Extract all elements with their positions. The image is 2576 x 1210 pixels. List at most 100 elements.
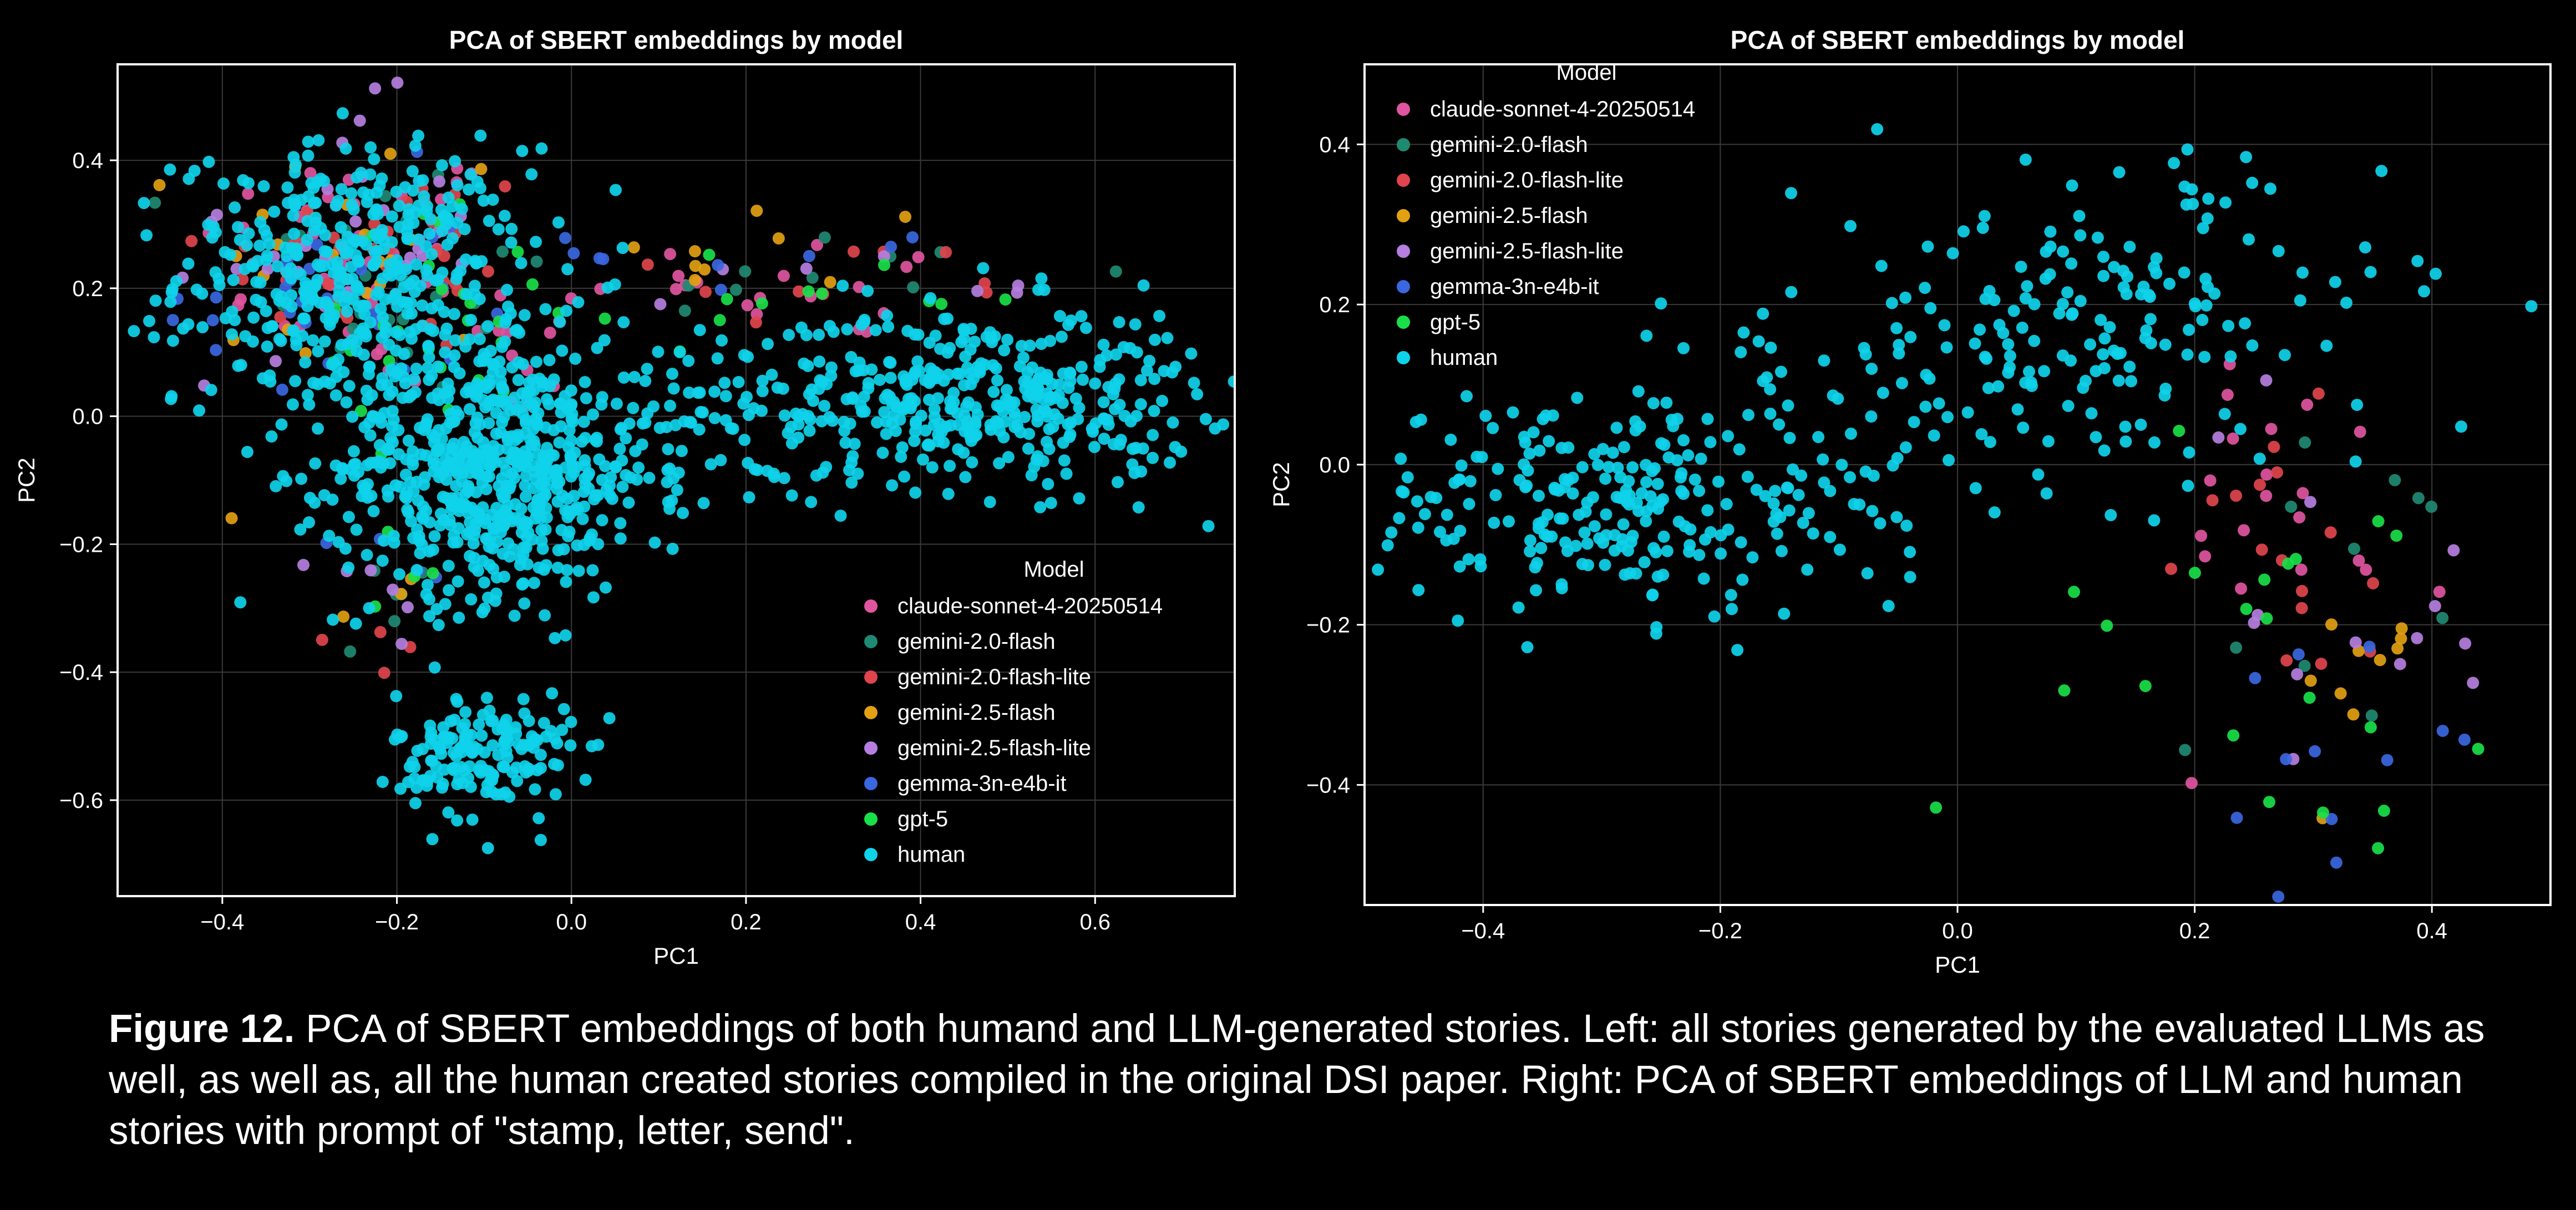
data-point — [531, 764, 544, 776]
data-point — [2144, 313, 2157, 326]
data-point — [376, 776, 389, 788]
data-point — [1017, 352, 1030, 364]
data-point — [783, 329, 795, 341]
data-point — [428, 530, 441, 543]
data-point — [2372, 842, 2385, 855]
data-point — [473, 453, 485, 465]
data-point — [518, 597, 531, 610]
data-point — [2268, 440, 2280, 453]
data-point — [410, 362, 423, 375]
data-point — [971, 284, 983, 297]
data-point — [2112, 374, 2125, 387]
data-point — [2097, 348, 2110, 360]
data-point — [552, 216, 565, 229]
data-point — [610, 461, 622, 474]
data-point — [666, 494, 678, 507]
data-point — [1623, 498, 1635, 511]
data-point — [1651, 477, 1664, 490]
data-point — [2158, 389, 2171, 402]
data-point — [299, 347, 312, 359]
data-point — [478, 576, 490, 589]
data-point — [552, 544, 565, 557]
legend-label-gemini-2.5-flash-lite: gemini-2.5-flash-lite — [897, 736, 1091, 760]
series-gemini-2.5-flash — [2304, 618, 2408, 825]
data-point — [289, 375, 302, 388]
data-point — [561, 564, 574, 576]
data-point — [443, 584, 455, 597]
data-point — [743, 491, 755, 504]
data-point — [693, 386, 706, 399]
data-point — [673, 345, 686, 358]
data-point — [1640, 515, 1652, 527]
data-point — [1228, 375, 1235, 388]
data-point — [321, 246, 333, 258]
data-point — [876, 446, 889, 459]
data-point — [390, 344, 402, 357]
data-point — [2163, 277, 2176, 290]
data-point — [535, 523, 548, 536]
data-point — [2224, 350, 2237, 363]
data-point — [1562, 441, 1575, 454]
data-point — [388, 536, 400, 549]
data-point — [432, 360, 444, 373]
data-point — [1372, 563, 1385, 576]
data-point — [407, 458, 419, 471]
data-point — [778, 472, 790, 485]
y-tick-label: 0.2 — [72, 277, 103, 301]
data-point — [433, 175, 445, 188]
data-point — [1638, 556, 1651, 568]
data-point — [2280, 654, 2293, 667]
data-point — [670, 283, 682, 296]
data-point — [2436, 725, 2449, 737]
data-point — [261, 340, 273, 353]
data-point — [399, 377, 412, 390]
data-point — [553, 436, 566, 449]
data-point — [2218, 408, 2231, 420]
data-point — [653, 421, 666, 434]
data-point — [2123, 360, 2136, 373]
data-point — [1890, 322, 1903, 334]
data-point — [341, 291, 353, 303]
data-point — [458, 436, 470, 448]
data-point — [2032, 468, 2045, 481]
data-point — [2077, 382, 2090, 394]
data-point — [2120, 288, 2133, 301]
data-point — [1148, 405, 1160, 418]
data-point — [422, 339, 435, 352]
data-point — [793, 285, 805, 298]
data-point — [326, 358, 338, 370]
data-point — [1130, 346, 1143, 359]
y-tick-label: 0.0 — [1319, 453, 1350, 477]
data-point — [519, 490, 532, 503]
data-point — [703, 248, 716, 261]
data-point — [1807, 527, 1819, 540]
data-point — [294, 268, 307, 281]
data-point — [795, 321, 808, 334]
data-point — [301, 300, 314, 313]
data-point — [276, 383, 288, 396]
data-point — [1832, 392, 1844, 405]
data-point — [302, 190, 315, 203]
data-point — [909, 486, 922, 499]
data-point — [242, 187, 255, 200]
data-point — [1817, 453, 1829, 466]
legend-marker-gemini-2.0-flash-lite — [1397, 174, 1410, 187]
data-point — [1866, 505, 1879, 517]
data-point — [496, 472, 508, 485]
data-point — [2021, 280, 2034, 293]
data-point — [1769, 485, 1782, 497]
data-point — [2056, 349, 2069, 362]
data-point — [453, 505, 465, 517]
chart-panel-2: −0.4 −0.2 0.0 0.2 0.4 0.4 0.2 0.0 −0.2 −0.4 PCA of… — [1268, 26, 2552, 978]
data-point — [1899, 291, 1911, 304]
data-point — [234, 596, 247, 609]
data-point — [332, 195, 344, 207]
data-point — [1677, 487, 1690, 500]
data-point — [2101, 619, 2113, 632]
data-point — [1352, 590, 1364, 602]
data-point — [804, 413, 817, 426]
data-point — [684, 416, 697, 429]
data-point — [1629, 415, 1642, 428]
data-point — [210, 291, 222, 304]
data-point — [1097, 396, 1110, 409]
